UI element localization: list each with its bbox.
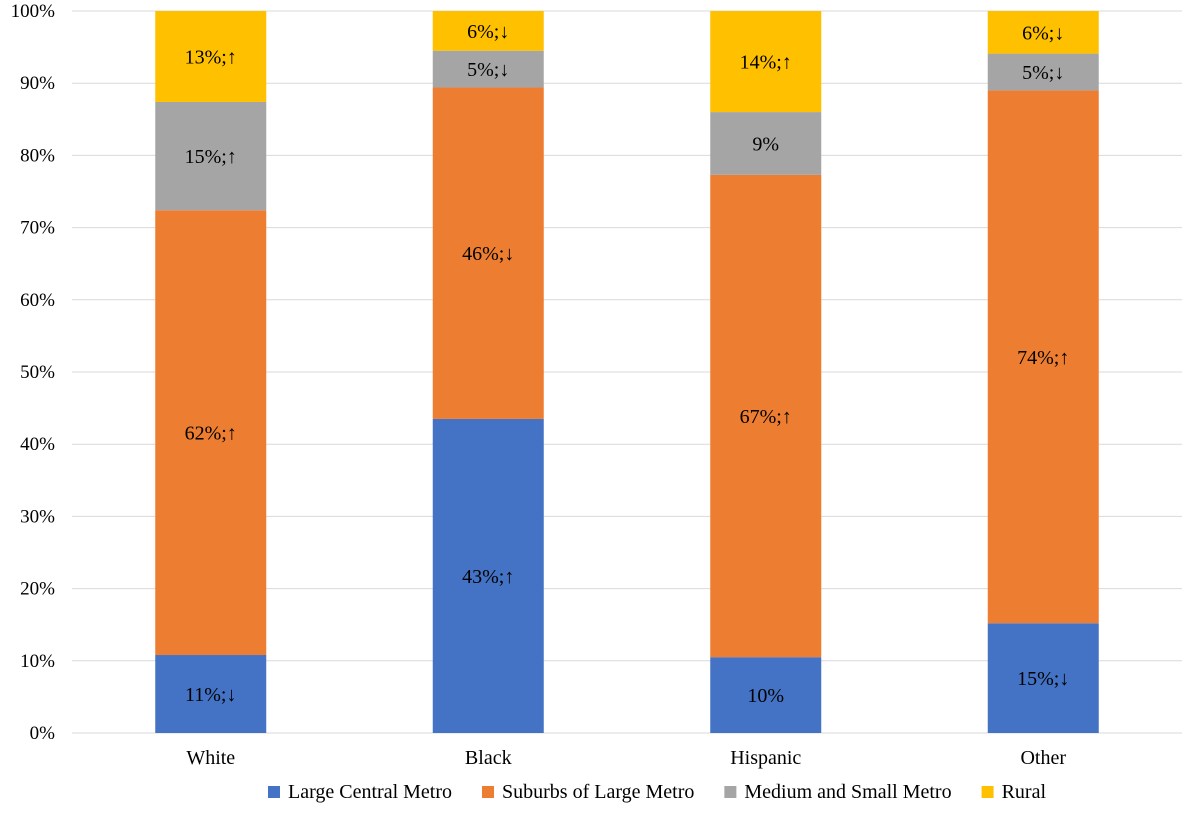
y-axis-ticks: 0% 10% 20% 30% 40% 50% 60% 70% 80% 90% 100% (11, 1, 56, 744)
data-label-other-large-central-metro: 15%;↓ (1017, 668, 1069, 690)
legend-item-medium-and-small-metro: Medium and Small Metro (724, 781, 952, 803)
y-tick-label: 60% (20, 290, 55, 311)
bar-black-large-central-metro (432, 418, 544, 733)
bar-hispanic-suburbs-of-large-metro (710, 174, 822, 658)
data-label-black-suburbs-of-large-metro: 46%;↓ (462, 243, 514, 265)
data-label-other-rural: 6%;↓ (1022, 22, 1064, 44)
bar-hispanic-large-central-metro (710, 657, 822, 733)
data-label-white-large-central-metro: 11%;↓ (185, 684, 236, 706)
bar-black-medium-and-small-metro (432, 50, 544, 88)
y-tick-label: 70% (20, 218, 55, 239)
legend-label-suburbs-of-large-metro: Suburbs of Large Metro (502, 781, 694, 803)
data-label-white-medium-and-small-metro: 15%;↑ (185, 146, 237, 168)
x-tick-label-black: Black (465, 747, 512, 769)
bar-other-rural (987, 11, 1099, 54)
y-tick-label: 100% (11, 1, 56, 22)
bar-white-large-central-metro (155, 655, 267, 733)
bar-hispanic-medium-and-small-metro (710, 112, 822, 175)
data-label-white-suburbs-of-large-metro: 62%;↑ (185, 423, 237, 445)
bar-hispanic-rural (710, 11, 822, 113)
data-label-white-rural: 13%;↑ (185, 46, 237, 68)
y-tick-label: 40% (20, 434, 55, 455)
data-label-hispanic-suburbs-of-large-metro: 67%;↑ (740, 406, 792, 428)
bar-other-medium-and-small-metro (987, 53, 1099, 91)
data-label-other-medium-and-small-metro: 5%;↓ (1022, 62, 1064, 84)
data-label-hispanic-rural: 14%;↑ (740, 52, 792, 74)
data-labels: 11%;↓ 62%;↑ 15%;↑ 13%;↑ 43%;↑ 46%;↓ 5%;↓ 6%;↓ 10… (185, 21, 1070, 707)
bar-other-suburbs-of-large-metro (987, 90, 1099, 624)
data-label-black-medium-and-small-metro: 5%;↓ (467, 59, 509, 81)
legend-swatch-rural (981, 786, 994, 798)
x-tick-label-white: White (186, 747, 235, 769)
y-tick-label: 20% (20, 579, 55, 600)
y-tick-label: 80% (20, 145, 55, 166)
y-tick-label: 50% (20, 362, 55, 383)
bars (155, 11, 1099, 733)
data-label-black-rural: 6%;↓ (467, 21, 509, 43)
data-label-black-large-central-metro: 43%;↑ (462, 566, 514, 588)
legend-label-large-central-metro: Large Central Metro (288, 781, 452, 803)
legend-item-large-central-metro: Large Central Metro (267, 781, 452, 803)
data-label-hispanic-large-central-metro: 10% (747, 685, 784, 707)
y-tick-label: 10% (20, 651, 55, 672)
y-tick-label: 30% (20, 506, 55, 527)
x-tick-label-other: Other (1020, 747, 1066, 769)
legend-swatch-medium-and-small-metro (724, 786, 737, 798)
x-tick-label-hispanic: Hispanic (730, 747, 801, 769)
data-label-hispanic-medium-and-small-metro: 9% (752, 133, 779, 155)
legend: Large Central Metro Suburbs of Large Metr… (267, 781, 1047, 803)
legend-item-rural: Rural (981, 781, 1047, 803)
x-axis-ticks: White Black Hispanic Other (186, 747, 1066, 769)
data-label-other-suburbs-of-large-metro: 74%;↑ (1017, 347, 1069, 369)
legend-label-medium-and-small-metro: Medium and Small Metro (744, 781, 951, 803)
bar-white-suburbs-of-large-metro (155, 210, 267, 656)
bar-white-medium-and-small-metro (155, 101, 267, 211)
bar-black-rural (432, 11, 544, 51)
legend-swatch-suburbs-of-large-metro (482, 786, 494, 798)
legend-item-suburbs-of-large-metro: Suburbs of Large Metro (482, 781, 694, 803)
bar-white-rural (155, 11, 267, 102)
legend-swatch-large-central-metro (267, 786, 280, 798)
bar-black-suburbs-of-large-metro (432, 87, 544, 419)
legend-label-rural: Rural (1002, 781, 1047, 803)
y-tick-label: 90% (20, 73, 55, 94)
bar-other-large-central-metro (987, 623, 1099, 733)
y-tick-label: 0% (30, 723, 56, 744)
